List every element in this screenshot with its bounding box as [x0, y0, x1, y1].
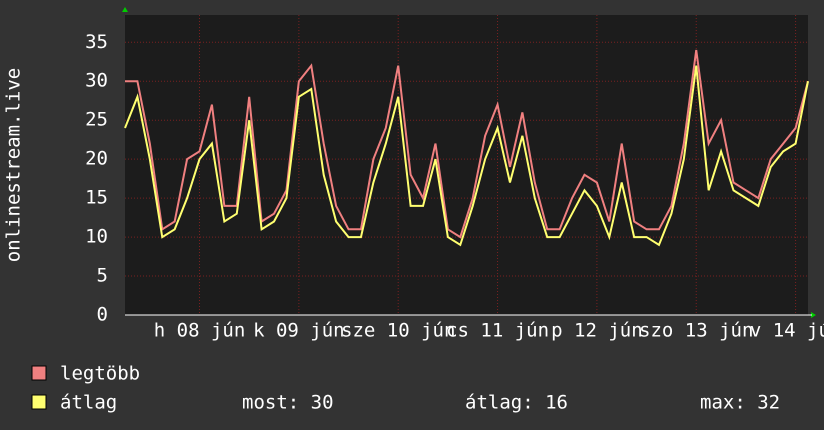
x-tick-label: p 12 jún: [551, 320, 643, 342]
legend-swatch: [31, 365, 47, 381]
y-tick-label: 15: [85, 187, 108, 209]
x-tick-label: v 14 jún: [750, 320, 824, 342]
y-tick-label: 5: [97, 265, 108, 287]
legend-label: átlag: [60, 392, 117, 414]
series-line: [125, 49, 809, 239]
axis-arrow: [122, 7, 128, 12]
y-tick-label: 20: [85, 148, 108, 170]
y-tick-label: 0: [97, 304, 108, 326]
x-tick-label: szo 13 jún: [639, 320, 753, 342]
stat: max: 32: [700, 392, 780, 414]
y-tick-label: 25: [85, 109, 108, 131]
legend-swatch: [31, 394, 47, 410]
y-tick-label: 35: [85, 31, 108, 53]
x-tick-label: h 08 jún: [154, 320, 246, 342]
axis-arrow: [811, 312, 816, 318]
y-tick-label: 10: [85, 226, 108, 248]
y-axis-label: onlinestream.live: [3, 68, 25, 262]
stat: most: 30: [242, 392, 334, 414]
legend-label: legtöbb: [60, 363, 140, 385]
stat: átlag: 16: [465, 392, 568, 414]
x-tick-label: sze 10 jún: [341, 320, 455, 342]
y-tick-label: 30: [85, 70, 108, 92]
series-line: [124, 65, 809, 247]
x-tick-label: k 09 jún: [253, 320, 345, 342]
x-tick-label: cs 11 jún: [446, 320, 549, 342]
